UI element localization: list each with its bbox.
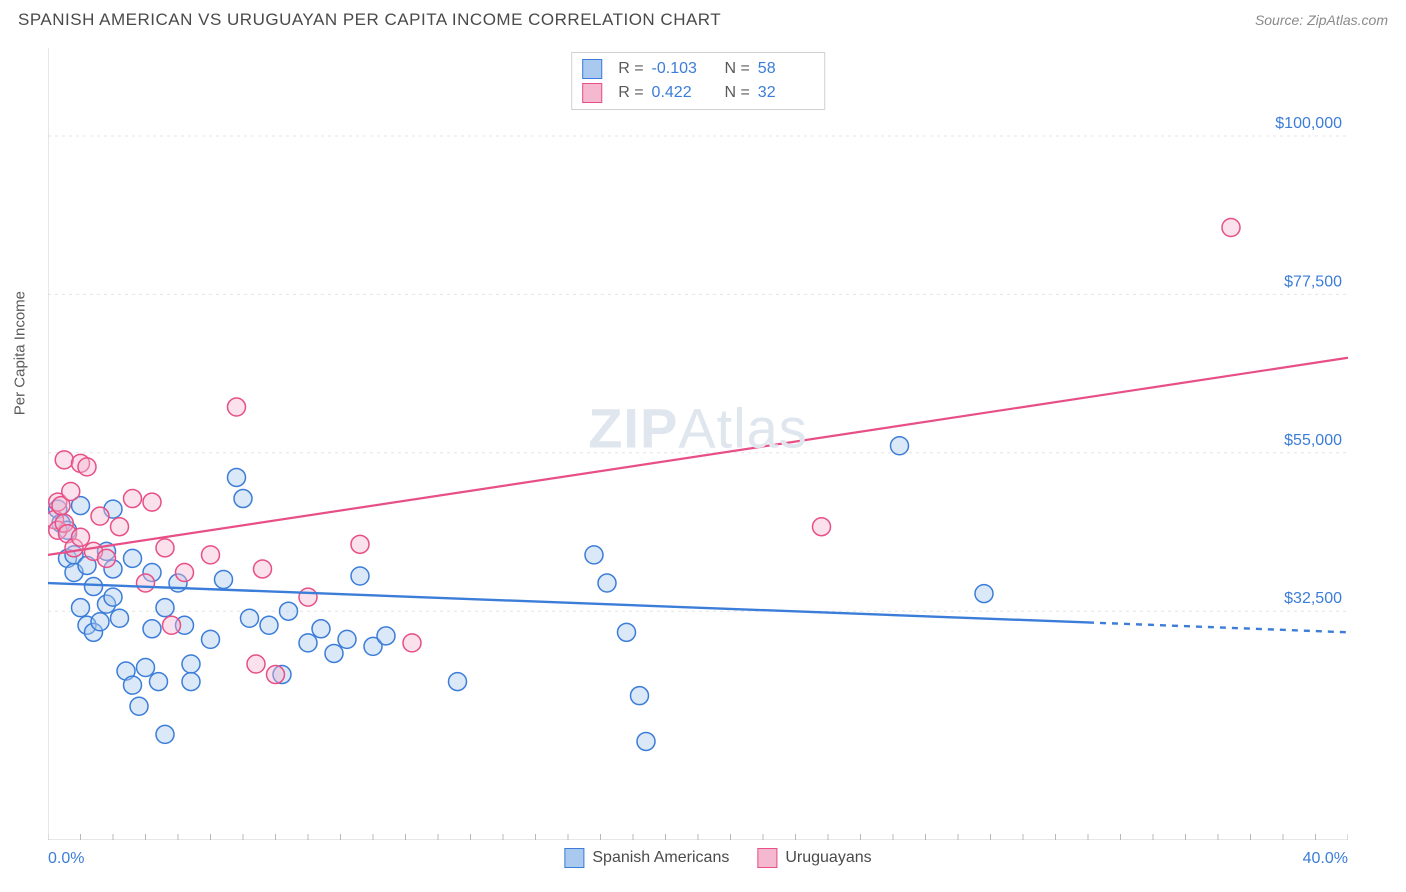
point-uruguayans bbox=[137, 574, 155, 592]
point-spanish_americans bbox=[85, 578, 103, 596]
point-uruguayans bbox=[78, 458, 96, 476]
point-uruguayans bbox=[163, 616, 181, 634]
point-uruguayans bbox=[1222, 219, 1240, 237]
scatter-chart-svg: $32,500 $55,000 $77,500 $100,000 bbox=[48, 48, 1348, 840]
point-spanish_americans bbox=[338, 630, 356, 648]
point-spanish_americans bbox=[449, 673, 467, 691]
point-spanish_americans bbox=[637, 732, 655, 750]
point-spanish_americans bbox=[124, 549, 142, 567]
point-spanish_americans bbox=[202, 630, 220, 648]
legend-label: Uruguayans bbox=[785, 849, 871, 866]
corr-row-spanish_americans: R = -0.103 N = 58 bbox=[582, 57, 814, 81]
trendline-uruguayans bbox=[48, 358, 1348, 555]
point-uruguayans bbox=[247, 655, 265, 673]
n-value: 32 bbox=[758, 81, 814, 105]
point-uruguayans bbox=[156, 539, 174, 557]
y-tick-label: $100,000 bbox=[1275, 115, 1342, 132]
point-spanish_americans bbox=[182, 655, 200, 673]
point-spanish_americans bbox=[104, 588, 122, 606]
point-spanish_americans bbox=[631, 687, 649, 705]
n-label: N = bbox=[716, 57, 750, 81]
point-uruguayans bbox=[202, 546, 220, 564]
point-uruguayans bbox=[72, 528, 90, 546]
point-spanish_americans bbox=[260, 616, 278, 634]
swatch-icon bbox=[757, 848, 777, 868]
y-axis-label: Per Capita Income bbox=[12, 291, 29, 415]
x-max-label: 40.0% bbox=[1303, 850, 1348, 868]
point-uruguayans bbox=[124, 490, 142, 508]
trendline-spanish_americans-dashed bbox=[1088, 622, 1348, 632]
point-spanish_americans bbox=[585, 546, 603, 564]
point-spanish_americans bbox=[215, 571, 233, 589]
point-uruguayans bbox=[267, 666, 285, 684]
point-uruguayans bbox=[813, 518, 831, 536]
plot-area: $32,500$55,000$77,500$100,000 ZIPAtlas R… bbox=[48, 48, 1348, 840]
chart-title: SPANISH AMERICAN VS URUGUAYAN PER CAPITA… bbox=[18, 10, 721, 30]
legend-item-uruguayans: Uruguayans bbox=[757, 848, 871, 868]
x-min-label: 0.0% bbox=[48, 850, 84, 868]
point-spanish_americans bbox=[975, 585, 993, 603]
point-uruguayans bbox=[98, 549, 116, 567]
point-spanish_americans bbox=[891, 437, 909, 455]
swatch-icon bbox=[582, 59, 602, 79]
point-spanish_americans bbox=[280, 602, 298, 620]
corr-row-uruguayans: R = 0.422 N = 32 bbox=[582, 81, 814, 105]
point-uruguayans bbox=[111, 518, 129, 536]
point-spanish_americans bbox=[234, 490, 252, 508]
point-spanish_americans bbox=[156, 725, 174, 743]
point-spanish_americans bbox=[299, 634, 317, 652]
point-spanish_americans bbox=[312, 620, 330, 638]
point-uruguayans bbox=[176, 563, 194, 581]
point-uruguayans bbox=[351, 535, 369, 553]
r-value: 0.422 bbox=[652, 81, 708, 105]
point-spanish_americans bbox=[241, 609, 259, 627]
point-spanish_americans bbox=[598, 574, 616, 592]
point-spanish_americans bbox=[143, 620, 161, 638]
point-spanish_americans bbox=[72, 599, 90, 617]
point-spanish_americans bbox=[150, 673, 168, 691]
swatch-icon bbox=[582, 83, 602, 103]
point-uruguayans bbox=[299, 588, 317, 606]
point-spanish_americans bbox=[124, 676, 142, 694]
legend-item-spanish_americans: Spanish Americans bbox=[564, 848, 729, 868]
point-uruguayans bbox=[143, 493, 161, 511]
point-spanish_americans bbox=[182, 673, 200, 691]
y-tick-label: $77,500 bbox=[1284, 273, 1342, 290]
point-uruguayans bbox=[91, 507, 109, 525]
point-spanish_americans bbox=[351, 567, 369, 585]
point-spanish_americans bbox=[377, 627, 395, 645]
point-spanish_americans bbox=[137, 659, 155, 677]
point-spanish_americans bbox=[228, 468, 246, 486]
point-spanish_americans bbox=[156, 599, 174, 617]
y-tick-label: $55,000 bbox=[1284, 432, 1342, 449]
n-value: 58 bbox=[758, 57, 814, 81]
trendline-spanish_americans bbox=[48, 583, 1088, 622]
chart-container: Per Capita Income $32,500$55,000$77,500$… bbox=[48, 48, 1388, 840]
r-label: R = bbox=[618, 57, 643, 81]
point-uruguayans bbox=[228, 398, 246, 416]
legend-label: Spanish Americans bbox=[592, 849, 729, 866]
point-spanish_americans bbox=[91, 613, 109, 631]
point-spanish_americans bbox=[130, 697, 148, 715]
r-value: -0.103 bbox=[652, 57, 708, 81]
series-legend: Spanish Americans Uruguayans bbox=[564, 848, 871, 868]
point-uruguayans bbox=[403, 634, 421, 652]
correlation-legend: R = -0.103 N = 58 R = 0.422 N = 32 bbox=[571, 52, 825, 110]
point-spanish_americans bbox=[325, 644, 343, 662]
n-label: N = bbox=[716, 81, 750, 105]
point-uruguayans bbox=[55, 451, 73, 469]
swatch-icon bbox=[564, 848, 584, 868]
r-label: R = bbox=[618, 81, 643, 105]
point-spanish_americans bbox=[111, 609, 129, 627]
point-uruguayans bbox=[62, 483, 80, 501]
point-spanish_americans bbox=[618, 623, 636, 641]
point-uruguayans bbox=[254, 560, 272, 578]
y-tick-label: $32,500 bbox=[1284, 590, 1342, 607]
source-attribution: Source: ZipAtlas.com bbox=[1255, 12, 1388, 28]
